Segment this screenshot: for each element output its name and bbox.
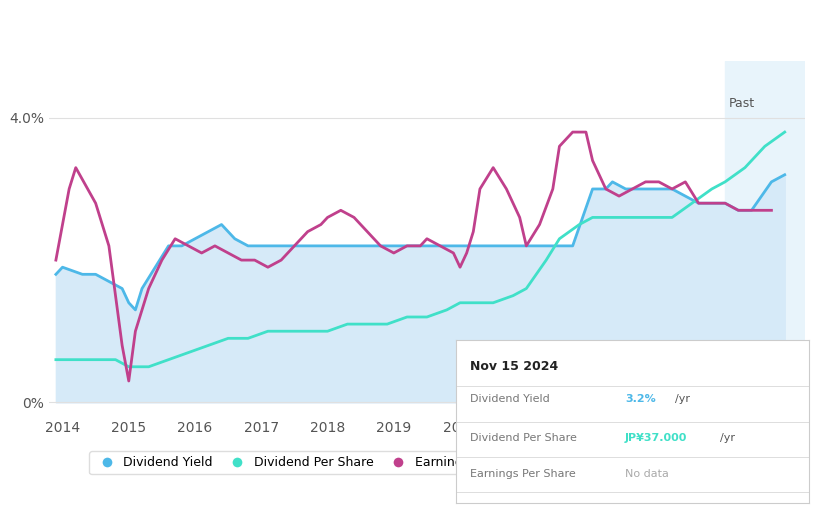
Text: Nov 15 2024: Nov 15 2024 [470,360,558,373]
Bar [725,61,805,417]
Text: /yr: /yr [675,394,690,404]
Text: JP¥37.000: JP¥37.000 [625,433,687,443]
Text: Past: Past [728,97,754,110]
Text: 3.2%: 3.2% [625,394,656,404]
Text: No data: No data [625,469,669,479]
Text: Earnings Per Share: Earnings Per Share [470,469,576,479]
Legend: Dividend Yield, Dividend Per Share, Earnings Per Share: Dividend Yield, Dividend Per Share, Earn… [89,451,538,474]
Text: Dividend Yield: Dividend Yield [470,394,549,404]
Text: Dividend Per Share: Dividend Per Share [470,433,576,443]
Text: /yr: /yr [721,433,736,443]
